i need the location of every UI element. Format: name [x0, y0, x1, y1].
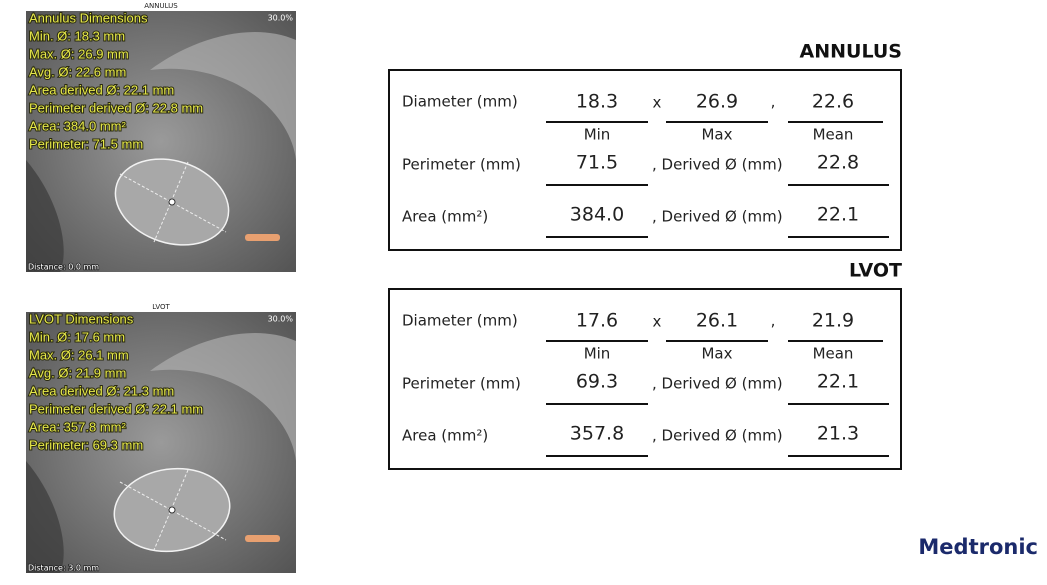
perimeter-value: 69.3	[576, 371, 618, 393]
row-label: Diameter (mm)	[402, 312, 518, 330]
zoom-label: 30.0%	[268, 14, 294, 23]
overlay-text: Perimeter derived Ø: 22.8 mm	[29, 100, 203, 115]
table-box	[388, 288, 902, 470]
area-value: 384.0	[570, 204, 624, 226]
row-label: Diameter (mm)	[402, 93, 518, 111]
measure-axis	[153, 469, 189, 551]
table-box	[388, 69, 902, 251]
overlay-text: Area derived Ø: 22.1 mm	[29, 82, 174, 97]
catheter	[245, 234, 280, 241]
sub-label: Max	[701, 345, 732, 363]
area-derived: 21.3	[817, 423, 859, 445]
perimeter-value: 71.5	[576, 152, 618, 174]
overlay-text: Min. Ø: 18.3 mm	[29, 28, 125, 43]
sub-label: Min	[584, 345, 611, 363]
ct-structure	[26, 461, 64, 573]
overlay-text: Perimeter derived Ø: 22.1 mm	[29, 401, 203, 416]
distance-label: Distance: 0.0 mm	[28, 263, 99, 272]
diameter-min: 17.6	[576, 310, 618, 332]
overlay-text: LVOT Dimensions	[29, 311, 134, 326]
row-label: Area (mm²)	[402, 427, 488, 445]
center-point	[168, 506, 176, 514]
overlay-text: Area derived Ø: 21.3 mm	[29, 383, 174, 398]
table-title: LVOT	[849, 260, 902, 282]
overlay-text: Perimeter: 71.5 mm	[29, 136, 143, 151]
ct-structure	[150, 332, 296, 461]
sub-label: Mean	[813, 126, 854, 144]
overlay-text: Avg. Ø: 22.6 mm	[29, 64, 126, 79]
derived-label: , Derived Ø (mm)	[652, 208, 783, 226]
zoom-label: 30.0%	[268, 315, 294, 324]
separator: ,	[771, 312, 776, 330]
overlay-text: Perimeter: 69.3 mm	[29, 437, 143, 452]
table-title: ANNULUS	[800, 41, 902, 63]
diameter-mean: 21.9	[812, 310, 854, 332]
center-point	[168, 198, 176, 206]
derived-label: , Derived Ø (mm)	[652, 427, 783, 445]
row-label: Perimeter (mm)	[402, 156, 521, 174]
diameter-min: 18.3	[576, 91, 618, 113]
ct-structure	[150, 31, 296, 160]
ct-structure	[26, 160, 64, 272]
distance-label: Distance: 3.0 mm	[28, 564, 99, 573]
image-caption: LVOT	[152, 303, 170, 311]
brand-logo: Medtronic	[918, 535, 1038, 559]
row-label: Perimeter (mm)	[402, 375, 521, 393]
sub-label: Mean	[813, 345, 854, 363]
separator: x	[653, 313, 662, 331]
separator: x	[653, 94, 662, 112]
derived-label: , Derived Ø (mm)	[652, 375, 783, 393]
overlay-text: Max. Ø: 26.9 mm	[29, 46, 129, 61]
diameter-max: 26.1	[696, 310, 738, 332]
overlay-text: Area: 357.8 mm²	[29, 419, 126, 434]
row-label: Area (mm²)	[402, 208, 488, 226]
perimeter-derived: 22.8	[817, 152, 859, 174]
sub-label: Min	[584, 126, 611, 144]
derived-label: , Derived Ø (mm)	[652, 156, 783, 174]
diameter-mean: 22.6	[812, 91, 854, 113]
catheter	[245, 535, 280, 542]
separator: ,	[771, 93, 776, 111]
overlay-text: Annulus Dimensions	[29, 10, 148, 25]
area-value: 357.8	[570, 423, 624, 445]
sub-label: Max	[701, 126, 732, 144]
overlay-text: Max. Ø: 26.1 mm	[29, 347, 129, 362]
area-derived: 22.1	[817, 204, 859, 226]
diameter-max: 26.9	[696, 91, 738, 113]
overlay-text: Area: 384.0 mm²	[29, 118, 126, 133]
overlay-text: Min. Ø: 17.6 mm	[29, 329, 125, 344]
overlay-text: Avg. Ø: 21.9 mm	[29, 365, 126, 380]
image-caption: ANNULUS	[144, 2, 178, 10]
perimeter-derived: 22.1	[817, 371, 859, 393]
measure-axis	[153, 161, 189, 243]
